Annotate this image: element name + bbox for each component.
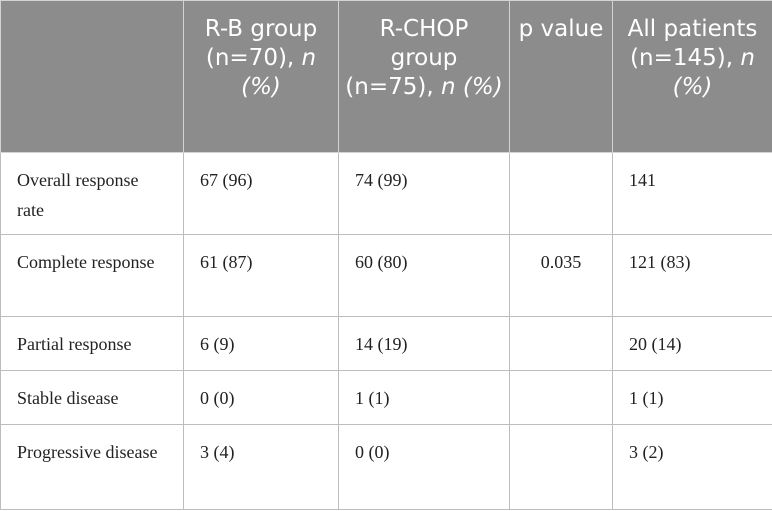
header-all-n: n [740, 45, 755, 71]
row-label: Progressive disease [0, 424, 184, 510]
cell-rb: 0 (0) [183, 370, 339, 425]
header-rb-n: n [301, 45, 317, 71]
header-rb-text: R-B group (n=70), [204, 16, 318, 71]
cell-all: 1 (1) [612, 370, 772, 425]
table-row: Stable disease 0 (0) 1 (1) 1 (1) [0, 370, 772, 425]
row-label: Stable disease [0, 370, 184, 425]
cell-p: 0.035 [509, 234, 613, 317]
row-label: Overall response rate [0, 152, 184, 235]
header-rchop-pct: (%) [455, 74, 503, 100]
table-row: Progressive disease 3 (4) 0 (0) 3 (2) [0, 424, 772, 510]
header-all-patients: All patients (n=145), n (%) [612, 0, 772, 153]
table-row: Complete response 61 (87) 60 (80) 0.035 … [0, 234, 772, 317]
cell-all: 3 (2) [612, 424, 772, 510]
row-label: Complete response [0, 234, 184, 317]
cell-rchop: 1 (1) [338, 370, 510, 425]
cell-rchop: 14 (19) [338, 316, 510, 371]
header-row: R-B group (n=70), n (%) R-CHOP group (n=… [0, 0, 772, 153]
header-p-value: p value [509, 0, 613, 153]
cell-all: 20 (14) [612, 316, 772, 371]
cell-all: 121 (83) [612, 234, 772, 317]
header-rb-pct: (%) [241, 74, 281, 100]
cell-p [509, 370, 613, 425]
cell-p [509, 424, 613, 510]
cell-rchop: 74 (99) [338, 152, 510, 235]
table-header: R-B group (n=70), n (%) R-CHOP group (n=… [0, 0, 772, 153]
cell-p [509, 316, 613, 371]
header-all-pct: (%) [672, 74, 713, 100]
header-rchop-text: R-CHOP group (n=75), [345, 16, 469, 100]
cell-rchop: 0 (0) [338, 424, 510, 510]
table-row: Partial response 6 (9) 14 (19) 20 (14) [0, 316, 772, 371]
table-body: Overall response rate 67 (96) 74 (99) 14… [0, 152, 772, 510]
cell-all: 141 [612, 152, 772, 235]
cell-rb: 3 (4) [183, 424, 339, 510]
cell-rb: 67 (96) [183, 152, 339, 235]
cell-p [509, 152, 613, 235]
header-rchop-group: R-CHOP group (n=75), n (%) [338, 0, 510, 153]
header-empty-cell [0, 0, 184, 153]
cell-rb: 6 (9) [183, 316, 339, 371]
cell-rb: 61 (87) [183, 234, 339, 317]
header-all-text: All patients (n=145), [627, 16, 758, 71]
table-row: Overall response rate 67 (96) 74 (99) 14… [0, 152, 772, 235]
header-rchop-n: n [440, 74, 456, 100]
cell-rchop: 60 (80) [338, 234, 510, 317]
header-rb-group: R-B group (n=70), n (%) [183, 0, 339, 153]
row-label: Partial response [0, 316, 184, 371]
